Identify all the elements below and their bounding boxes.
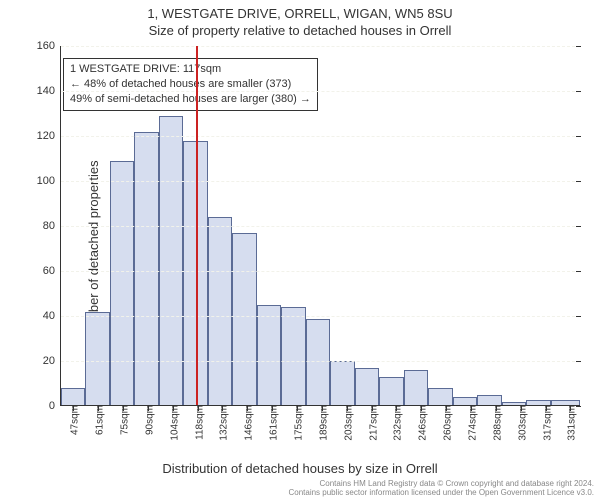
y-tick-mark xyxy=(576,316,581,317)
plot-area: 1 WESTGATE DRIVE: 117sqm ← 48% of detach… xyxy=(60,46,580,406)
histogram-bar xyxy=(379,377,403,405)
gridline xyxy=(61,46,580,47)
annotation-line-3: 49% of semi-detached houses are larger (… xyxy=(70,92,311,107)
x-tick-mark xyxy=(297,406,298,411)
x-tick-mark xyxy=(570,406,571,411)
y-tick-label: 20 xyxy=(43,355,61,367)
x-tick-mark xyxy=(372,406,373,411)
chart-subtitle: Size of property relative to detached ho… xyxy=(0,21,600,38)
x-tick-mark xyxy=(272,406,273,411)
footer-attribution: Contains HM Land Registry data © Crown c… xyxy=(288,479,594,498)
gridline xyxy=(61,271,580,272)
x-tick-mark xyxy=(496,406,497,411)
histogram-bar xyxy=(281,307,305,405)
y-tick-label: 100 xyxy=(37,175,61,187)
annotation-line-1: 1 WESTGATE DRIVE: 117sqm xyxy=(70,62,311,77)
histogram-bar xyxy=(453,397,477,405)
y-tick-label: 160 xyxy=(37,40,61,52)
x-tick-mark xyxy=(347,406,348,411)
x-axis-label: Distribution of detached houses by size … xyxy=(0,461,600,476)
gridline xyxy=(61,316,580,317)
chart-title: 1, WESTGATE DRIVE, ORRELL, WIGAN, WN5 8S… xyxy=(0,0,600,21)
histogram-bar xyxy=(428,388,452,405)
annotation-line-2: ← 48% of detached houses are smaller (37… xyxy=(70,77,311,92)
x-tick-mark xyxy=(446,406,447,411)
x-tick-mark xyxy=(73,406,74,411)
x-tick-mark xyxy=(247,406,248,411)
x-tick-mark xyxy=(198,406,199,411)
x-tick-mark xyxy=(471,406,472,411)
reference-line xyxy=(196,46,198,405)
histogram-bar xyxy=(61,388,85,405)
x-tick-mark xyxy=(98,406,99,411)
x-tick-mark xyxy=(421,406,422,411)
y-tick-mark xyxy=(576,226,581,227)
histogram-bar xyxy=(330,361,354,405)
histogram-bar xyxy=(85,312,109,405)
histogram-bar xyxy=(404,370,428,405)
histogram-bar xyxy=(232,233,256,405)
chart-container: { "title": "1, WESTGATE DRIVE, ORRELL, W… xyxy=(0,0,600,500)
y-tick-mark xyxy=(576,271,581,272)
histogram-bar xyxy=(208,217,232,405)
x-tick-mark xyxy=(396,406,397,411)
gridline xyxy=(61,226,580,227)
footer-line-1: Contains HM Land Registry data © Crown c… xyxy=(288,479,594,489)
histogram-bar xyxy=(134,132,158,405)
y-tick-label: 120 xyxy=(37,130,61,142)
footer-line-2: Contains public sector information licen… xyxy=(288,488,594,498)
x-tick-mark xyxy=(148,406,149,411)
x-tick-mark xyxy=(322,406,323,411)
x-tick-mark xyxy=(521,406,522,411)
histogram-bar xyxy=(477,395,501,405)
y-tick-mark xyxy=(576,181,581,182)
histogram-bar xyxy=(355,368,379,405)
y-tick-mark xyxy=(576,91,581,92)
x-tick-mark xyxy=(173,406,174,411)
plot-inner: 1 WESTGATE DRIVE: 117sqm ← 48% of detach… xyxy=(60,46,580,406)
gridline xyxy=(61,181,580,182)
gridline xyxy=(61,136,580,137)
y-tick-label: 60 xyxy=(43,265,61,277)
y-tick-mark xyxy=(576,136,581,137)
histogram-bar xyxy=(257,305,281,405)
x-tick-mark xyxy=(546,406,547,411)
x-tick-mark xyxy=(123,406,124,411)
y-tick-label: 0 xyxy=(49,400,61,412)
gridline xyxy=(61,91,580,92)
x-tick-mark xyxy=(222,406,223,411)
y-tick-label: 40 xyxy=(43,310,61,322)
y-tick-mark xyxy=(576,361,581,362)
histogram-bar xyxy=(110,161,134,405)
gridline xyxy=(61,361,580,362)
y-tick-label: 140 xyxy=(37,85,61,97)
y-tick-label: 80 xyxy=(43,220,61,232)
y-tick-mark xyxy=(576,46,581,47)
annotation-box: 1 WESTGATE DRIVE: 117sqm ← 48% of detach… xyxy=(63,58,318,111)
